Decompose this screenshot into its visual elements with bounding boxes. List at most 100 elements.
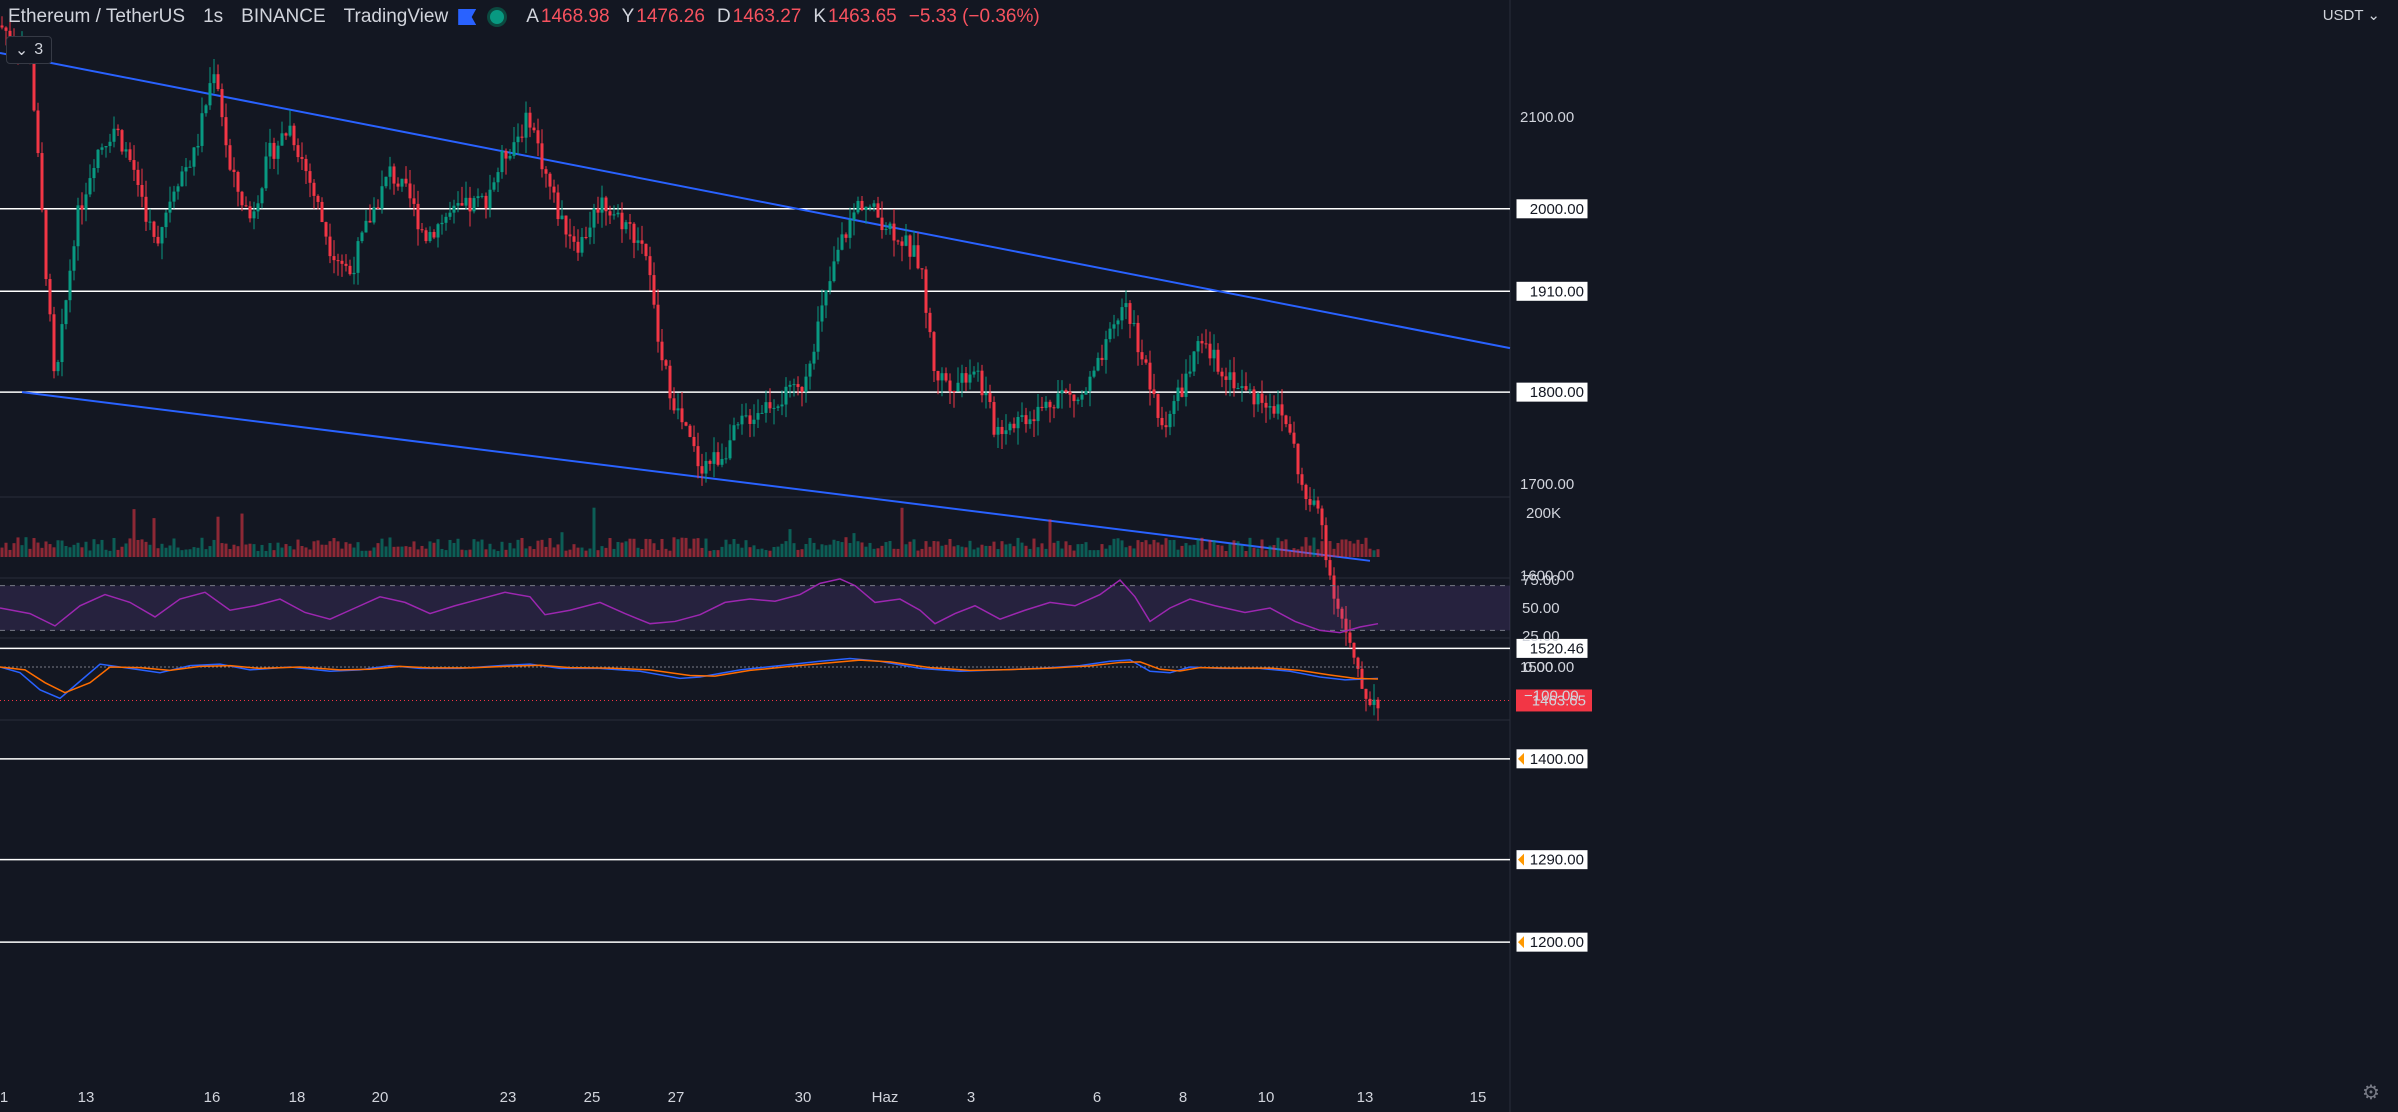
- candle-body: [1308, 499, 1312, 505]
- candle-body: [56, 362, 60, 372]
- candle-body: [224, 117, 228, 146]
- candle-body: [964, 373, 968, 383]
- volume-bar: [1368, 548, 1372, 557]
- candle-body: [1296, 443, 1300, 475]
- candle-body: [248, 206, 252, 219]
- candle-body: [304, 158, 308, 172]
- candle-body: [788, 384, 792, 387]
- volume-bar: [304, 547, 308, 557]
- volume-bar: [936, 541, 940, 557]
- candle-body: [172, 191, 176, 202]
- volume-bar: [1268, 545, 1272, 557]
- volume-bar: [552, 547, 556, 557]
- candle-body: [944, 373, 948, 381]
- candle-body: [1056, 393, 1060, 409]
- volume-bar: [656, 549, 660, 557]
- candle-body: [672, 398, 676, 411]
- volume-bar: [1196, 538, 1200, 557]
- volume-bar: [524, 548, 528, 557]
- volume-bar: [644, 538, 648, 557]
- candle-body: [1248, 389, 1252, 391]
- volume-bar: [252, 544, 256, 557]
- candle-body: [824, 290, 828, 306]
- candle-body: [624, 222, 628, 230]
- candle-body: [448, 212, 452, 217]
- volume-bar: [1316, 549, 1320, 557]
- candle-body: [608, 211, 612, 216]
- high-value: 1476.26: [636, 6, 705, 27]
- candle-body: [168, 201, 172, 213]
- volume-bar: [872, 548, 876, 557]
- candle-body: [388, 166, 392, 177]
- candle-body: [336, 260, 340, 262]
- candle-body: [564, 215, 568, 235]
- candle-body: [528, 112, 532, 128]
- volume-bar: [104, 549, 108, 557]
- candle-body: [620, 212, 624, 230]
- candle-body: [1184, 373, 1188, 397]
- currency-selector[interactable]: USDT ⌄: [2323, 6, 2380, 24]
- volume-bar: [44, 541, 48, 557]
- candle-body: [116, 128, 120, 131]
- volume-bar: [1036, 547, 1040, 557]
- candle-body: [36, 110, 40, 154]
- candle-body: [572, 236, 576, 242]
- volume-bar: [1020, 542, 1024, 557]
- volume-bar: [236, 546, 240, 557]
- candle-body: [1008, 423, 1012, 431]
- volume-bar: [1296, 549, 1300, 557]
- volume-bar: [916, 550, 920, 557]
- gear-icon[interactable]: ⚙: [2362, 1082, 2380, 1104]
- candle-body: [544, 169, 548, 174]
- candle-body: [776, 406, 780, 408]
- volume-bar: [816, 549, 820, 557]
- candle-body: [612, 214, 616, 216]
- candle-body: [916, 245, 920, 269]
- volume-bar: [244, 544, 248, 557]
- candle-body: [896, 240, 900, 242]
- interval-label[interactable]: 1s: [203, 6, 224, 27]
- volume-bar: [592, 507, 596, 557]
- indicators-toggle-button[interactable]: ⌄ 3: [6, 36, 52, 64]
- candle-body: [1260, 393, 1264, 403]
- level-label: 1910.00: [1530, 283, 1584, 300]
- candle-body: [956, 382, 960, 392]
- volume-bar: [416, 549, 420, 557]
- close-value: 1463.65: [828, 6, 897, 27]
- macd-line: [0, 657, 1379, 700]
- symbol-name[interactable]: Ethereum / TetherUS: [8, 6, 186, 27]
- volume-bar: [1312, 537, 1316, 557]
- current-price-label: 1463.65: [1532, 692, 1586, 709]
- time-axis-label: 25: [584, 1089, 601, 1106]
- time-axis-label: 3: [967, 1089, 975, 1106]
- candle-body: [412, 198, 416, 204]
- volume-bar: [1124, 547, 1128, 557]
- volume-bar: [16, 537, 20, 557]
- candle-body: [1040, 406, 1044, 408]
- candle-body: [652, 275, 656, 305]
- candle-body: [908, 235, 912, 257]
- candle-body: [372, 207, 376, 223]
- candle-body: [228, 145, 232, 170]
- candle-body: [1156, 394, 1160, 418]
- candle-body: [708, 460, 712, 464]
- volume-bar: [692, 538, 696, 557]
- candle-body: [76, 205, 80, 247]
- candle-body: [192, 147, 196, 167]
- volume-bar: [744, 540, 748, 557]
- volume-bar: [964, 547, 968, 557]
- candle-body: [768, 402, 772, 409]
- volume-bar: [560, 532, 564, 557]
- volume-bar: [960, 546, 964, 557]
- volume-bar: [944, 544, 948, 557]
- volume-bar: [1340, 539, 1344, 557]
- candle-body: [1108, 328, 1112, 340]
- candle-body: [1240, 386, 1244, 389]
- flag-icon[interactable]: [458, 9, 477, 25]
- candle-body: [968, 374, 972, 383]
- candle-body: [1164, 425, 1168, 428]
- candle-body: [1116, 320, 1120, 325]
- macd-tick-label: 0.00: [1524, 659, 1553, 676]
- volume-bar: [1232, 540, 1236, 557]
